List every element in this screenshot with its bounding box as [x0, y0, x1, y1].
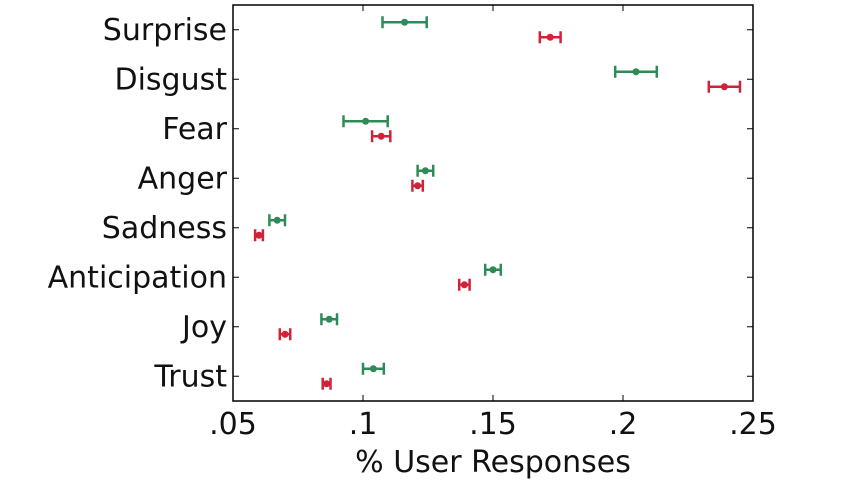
x-axis-label: % User Responses — [355, 445, 631, 480]
x-tick-label: .2 — [609, 407, 638, 442]
x-tick-label: .15 — [469, 407, 517, 442]
point-anger-series-1 — [414, 182, 422, 190]
point-surprise-series-1 — [546, 33, 554, 41]
point-fear-series-1 — [377, 132, 385, 140]
point-anticipation-series-1 — [460, 281, 468, 289]
category-label-fear: Fear — [162, 112, 227, 147]
category-label-surprise: Surprise — [103, 13, 227, 48]
x-tick-label: .25 — [729, 407, 777, 442]
point-disgust-series-0 — [632, 68, 640, 76]
point-trust-series-1 — [323, 380, 331, 388]
point-anger-series-0 — [421, 167, 429, 175]
point-surprise-series-0 — [401, 18, 409, 26]
point-disgust-series-1 — [720, 83, 728, 91]
category-label-anticipation: Anticipation — [48, 260, 227, 295]
x-tick-label: .1 — [349, 407, 378, 442]
point-sadness-series-1 — [255, 231, 263, 239]
point-anticipation-series-0 — [489, 266, 497, 274]
point-fear-series-0 — [362, 117, 370, 125]
category-label-anger: Anger — [138, 161, 228, 196]
category-label-disgust: Disgust — [114, 62, 227, 97]
data-marks — [253, 16, 742, 390]
x-tick-label: .05 — [209, 407, 257, 442]
category-label-joy: Joy — [180, 310, 227, 345]
point-trust-series-0 — [369, 365, 377, 373]
category-labels: Surprise Disgust Fear Anger Sadness Anticipat… — [48, 13, 228, 395]
x-axis-ticks: .05 .1 .15 .2 .25 — [209, 5, 777, 442]
category-label-trust: Trust — [153, 359, 227, 394]
point-sadness-series-0 — [273, 216, 281, 224]
category-label-sadness: Sadness — [102, 211, 227, 246]
point-joy-series-0 — [325, 315, 333, 323]
plot-area — [232, 4, 754, 402]
point-joy-series-1 — [281, 330, 289, 338]
